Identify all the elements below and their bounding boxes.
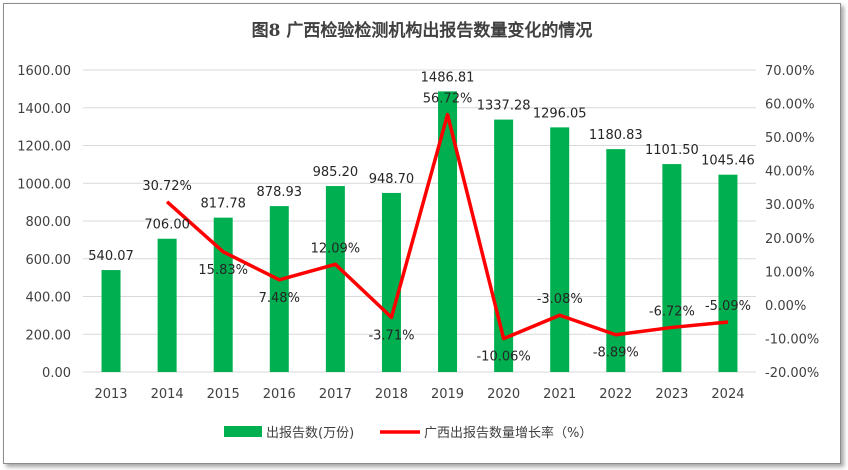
line-data-label: 7.48% xyxy=(259,291,300,306)
bar xyxy=(101,270,121,372)
y-right-tick-label: 0.00% xyxy=(765,299,806,314)
line-point xyxy=(559,314,561,316)
x-tick-label: 2020 xyxy=(487,387,520,402)
bar xyxy=(494,119,514,372)
bar xyxy=(157,238,177,372)
line-data-label: 56.72% xyxy=(423,92,473,107)
line-point xyxy=(727,321,729,323)
x-tick-label: 2021 xyxy=(543,387,576,402)
line-data-label: 30.72% xyxy=(142,179,192,194)
y-right-tick-label: 10.00% xyxy=(765,265,815,280)
line-point xyxy=(334,263,336,265)
y-axis-right: -20.00% -10.00% 0.00% 10.00% 20.00% 30.00% 40.… xyxy=(765,64,819,381)
y-left-tick-label: 600.00 xyxy=(26,253,72,268)
bar-data-label: 948.70 xyxy=(369,172,415,187)
bar-data-label: 1486.81 xyxy=(421,70,475,85)
legend-bar-swatch xyxy=(224,426,262,437)
line-data-label: 15.83% xyxy=(198,263,248,278)
x-tick-label: 2018 xyxy=(375,387,408,402)
line-point xyxy=(503,338,505,340)
y-right-tick-label: -20.00% xyxy=(765,366,819,381)
bar-data-label: 1296.05 xyxy=(533,106,587,121)
line-data-label: -5.09% xyxy=(705,299,751,314)
legend-bar-label: 出报告数(万份) xyxy=(266,426,354,441)
line-point xyxy=(615,334,617,336)
y-left-tick-label: 200.00 xyxy=(26,328,72,343)
x-tick-label: 2023 xyxy=(655,387,688,402)
line-point xyxy=(166,201,168,203)
bar-series xyxy=(101,91,738,372)
bar xyxy=(213,217,233,372)
bar-data-label: 1101.50 xyxy=(645,143,699,158)
bar xyxy=(550,127,570,372)
line-data-label: -6.72% xyxy=(649,304,695,319)
x-tick-label: 2017 xyxy=(319,387,352,402)
bar xyxy=(269,206,289,372)
bar-data-label: 1045.46 xyxy=(701,154,755,169)
x-tick-label: 2019 xyxy=(431,387,464,402)
line-point xyxy=(447,114,449,116)
bar-data-label: 878.93 xyxy=(257,185,303,200)
bar-data-label: 540.07 xyxy=(88,249,134,264)
y-right-tick-label: 30.00% xyxy=(765,198,815,213)
bar-data-label: 706.00 xyxy=(144,218,190,233)
bar-data-labels: 540.07 706.00 817.78 878.93 985.20 948.70 1486… xyxy=(88,70,755,264)
bar-data-label: 1337.28 xyxy=(477,99,531,114)
x-tick-label: 2013 xyxy=(94,387,127,402)
line-point xyxy=(390,316,392,318)
y-left-tick-label: 1400.00 xyxy=(17,102,71,117)
bar xyxy=(606,149,626,372)
bar-data-label: 985.20 xyxy=(313,165,359,180)
y-left-tick-label: 1000.00 xyxy=(17,177,71,192)
line-data-labels: 30.72% 15.83% 7.48% 12.09% -3.71% 56.72% -10.0… xyxy=(142,92,751,365)
x-tick-label: 2016 xyxy=(263,387,296,402)
bar xyxy=(662,164,682,372)
y-right-tick-label: 60.00% xyxy=(765,98,815,113)
line-point xyxy=(671,326,673,328)
bar xyxy=(325,186,345,372)
x-tick-label: 2015 xyxy=(207,387,240,402)
bar xyxy=(438,91,458,372)
legend-line-label: 广西出报告数量增长率（%） xyxy=(424,425,592,441)
y-left-tick-label: 1200.00 xyxy=(17,140,71,155)
line-point xyxy=(222,251,224,253)
y-axis-left: 0.00 200.00 400.00 600.00 800.00 1000.00 1200.… xyxy=(17,64,71,381)
chart-svg: 图8 广西检验检测机构出报告数量变化的情况 540.07 706.00 817.78… xyxy=(17,20,819,441)
bar xyxy=(381,192,401,372)
line-data-label: -3.71% xyxy=(368,328,414,343)
y-left-tick-label: 400.00 xyxy=(26,291,72,306)
y-right-tick-label: -10.00% xyxy=(765,332,819,347)
line-data-label: 12.09% xyxy=(311,241,361,256)
y-right-tick-label: 50.00% xyxy=(765,131,815,146)
chart-title: 图8 广西检验检测机构出报告数量变化的情况 xyxy=(252,20,593,41)
y-right-tick-label: 70.00% xyxy=(765,64,815,79)
bar xyxy=(718,174,738,372)
x-tick-label: 2022 xyxy=(599,387,632,402)
legend: 出报告数(万份) 广西出报告数量增长率（%） xyxy=(224,425,592,441)
line-point xyxy=(278,279,280,281)
chart-frame: 图8 广西检验检测机构出报告数量变化的情况 540.07 706.00 817.78… xyxy=(3,3,841,464)
y-left-tick-label: 1600.00 xyxy=(17,64,71,79)
x-axis: 2013 2014 2015 2016 2017 2018 2019 2020 2021 2022… xyxy=(94,387,744,402)
x-tick-label: 2014 xyxy=(151,387,184,402)
y-right-tick-label: 20.00% xyxy=(765,232,815,247)
line-data-label: -3.08% xyxy=(537,292,583,307)
x-tick-label: 2024 xyxy=(711,387,744,402)
y-right-tick-label: 40.00% xyxy=(765,165,815,180)
line-data-label: -8.89% xyxy=(593,346,639,361)
bar-data-label: 1180.83 xyxy=(589,128,643,143)
line-data-label: -10.06% xyxy=(476,350,530,365)
y-left-tick-label: 800.00 xyxy=(26,215,72,230)
line-series xyxy=(165,112,729,341)
y-left-tick-label: 0.00 xyxy=(42,366,71,381)
bar-data-label: 817.78 xyxy=(200,197,246,212)
